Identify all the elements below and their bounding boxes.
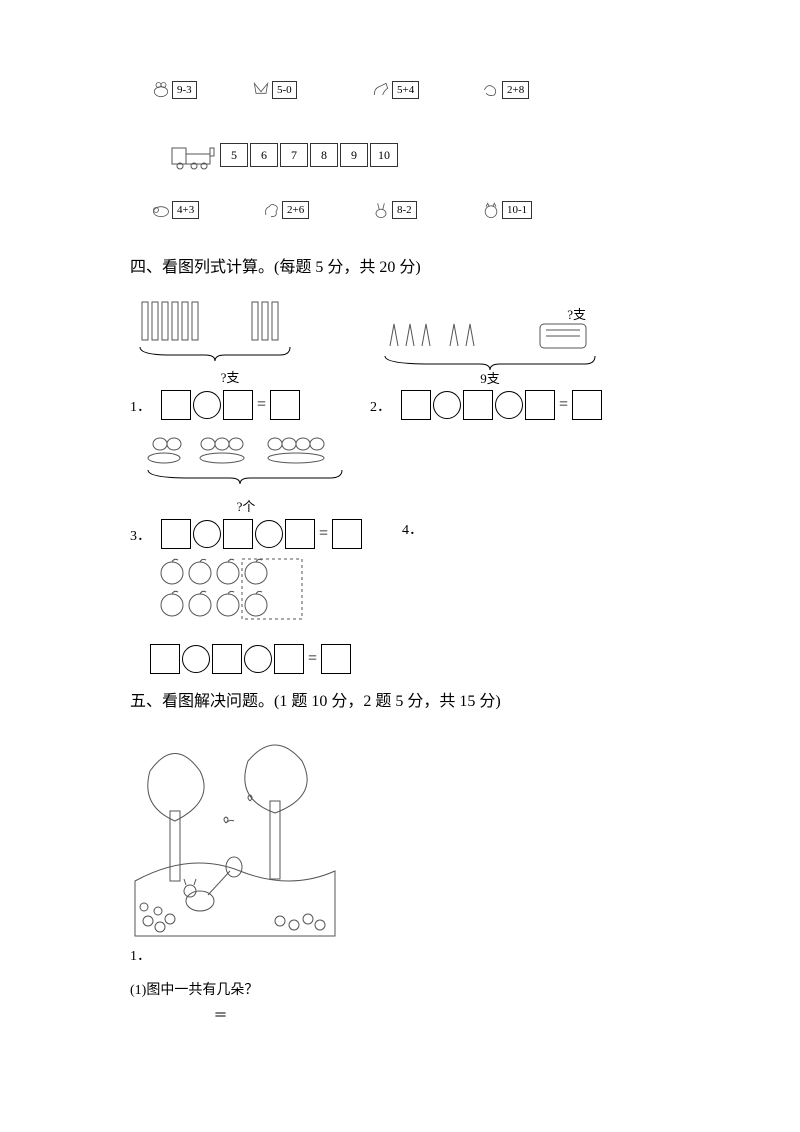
operator-circle[interactable] [495,391,523,419]
match-bottom-2: 2+6 [260,200,309,220]
cat-icon [480,200,502,220]
scene-image [130,731,340,941]
answer-box[interactable] [223,519,253,549]
expr-label: 10-1 [502,201,532,219]
match-bottom-4: 10-1 [480,200,532,220]
operator-circle[interactable] [433,391,461,419]
operator-circle[interactable] [193,520,221,548]
train-row: 5 6 7 8 9 10 [170,140,400,170]
problem-4-body: = [150,555,670,674]
squirrel-icon [260,200,282,220]
car-label: 8 [321,148,327,163]
answer-box[interactable] [212,644,242,674]
problem-3: ?个 3． = [130,426,362,549]
sheep-icon [150,200,172,220]
equals-prefix: ＝ [214,1009,228,1024]
equals-sign: = [306,650,319,668]
answer-box[interactable] [463,390,493,420]
p2-num: 2． [370,396,391,420]
expr-label: 2+6 [282,201,309,219]
p3-unit: ?个 [130,496,362,515]
s5-p1-sub1: (1)图中一共有几朵？ [130,979,670,999]
operator-circle[interactable] [255,520,283,548]
problem-2: ?支 9支 2． [370,306,610,420]
answer-box[interactable] [223,390,253,420]
p1-equation[interactable]: = [161,390,300,420]
match-top-4: 2+8 [480,80,529,100]
expr-label: 9-3 [172,81,197,99]
problem-row-2: ?个 3． = 4． [130,426,670,549]
answer-box[interactable] [332,519,362,549]
horse-icon [370,80,392,100]
frog-icon [150,80,172,100]
p1-unit: ?支 [130,367,330,386]
page: 9-3 5-0 5+4 2+8 5 6 7 8 [0,0,800,1065]
answer-box[interactable] [285,519,315,549]
match-top-3: 5+4 [370,80,419,100]
p1-image [130,297,330,367]
p2-equation[interactable]: = [401,390,602,420]
expr-label: 2+8 [502,81,529,99]
match-top-1: 9-3 [150,80,197,100]
p2-unit-top: ?支 [567,304,586,323]
operator-circle[interactable] [193,391,221,419]
p4-equation[interactable]: = [150,644,670,674]
answer-box[interactable] [150,644,180,674]
train-car: 5 [220,143,248,167]
answer-box[interactable] [274,644,304,674]
match-top-2: 5-0 [250,80,297,100]
equals-sign: = [317,525,330,543]
p4-num: 4． [402,519,423,543]
answer-box[interactable] [321,644,351,674]
match-bottom-1: 4+3 [150,200,199,220]
answer-box[interactable] [572,390,602,420]
train-car: 10 [370,143,398,167]
problem-row-1: ?支 1． = ?支 [130,297,670,420]
operator-circle[interactable] [182,645,210,673]
p2-unit-bottom: 9支 [370,368,610,387]
car-label: 7 [291,148,297,163]
section5-title: 五、看图解决问题。(1 题 10 分，2 题 5 分，共 15 分) [130,688,670,717]
p3-num: 3． [130,525,151,549]
expr-label: 5+4 [392,81,419,99]
equals-sign: = [557,396,570,414]
car-label: 10 [378,148,390,163]
rabbit-icon [370,200,392,220]
p1-num: 1． [130,396,151,420]
train-car: 8 [310,143,338,167]
answer-box[interactable] [161,390,191,420]
fox-icon [250,80,272,100]
expr-label: 8-2 [392,201,417,219]
answer-box[interactable] [401,390,431,420]
section4-title: 四、看图列式计算。(每题 5 分，共 20 分) [130,254,670,283]
answer-box[interactable] [161,519,191,549]
expr-label: 5-0 [272,81,297,99]
problem-1: ?支 1． = [130,297,330,420]
answer-box[interactable] [270,390,300,420]
car-label: 6 [261,148,267,163]
p3-image [130,426,360,496]
engine-icon [170,140,220,170]
operator-circle[interactable] [244,645,272,673]
expr-label: 4+3 [172,201,199,219]
train-car: 9 [340,143,368,167]
problem-4: 4． [402,519,427,549]
train-car: 6 [250,143,278,167]
p2-image: ?支 9支 [370,306,610,386]
dragon-icon [480,80,502,100]
train-car: 7 [280,143,308,167]
s5-p1-ans[interactable]: ＝ [150,1005,670,1025]
p3-equation[interactable]: = [161,519,362,549]
p4-image [150,555,350,640]
s5-p1-num: 1． [130,945,666,969]
match-bottom-3: 8-2 [370,200,417,220]
equals-sign: = [255,396,268,414]
car-label: 5 [231,148,237,163]
answer-box[interactable] [525,390,555,420]
matching-diagram: 9-3 5-0 5+4 2+8 5 6 7 8 [130,80,670,240]
car-label: 9 [351,148,357,163]
